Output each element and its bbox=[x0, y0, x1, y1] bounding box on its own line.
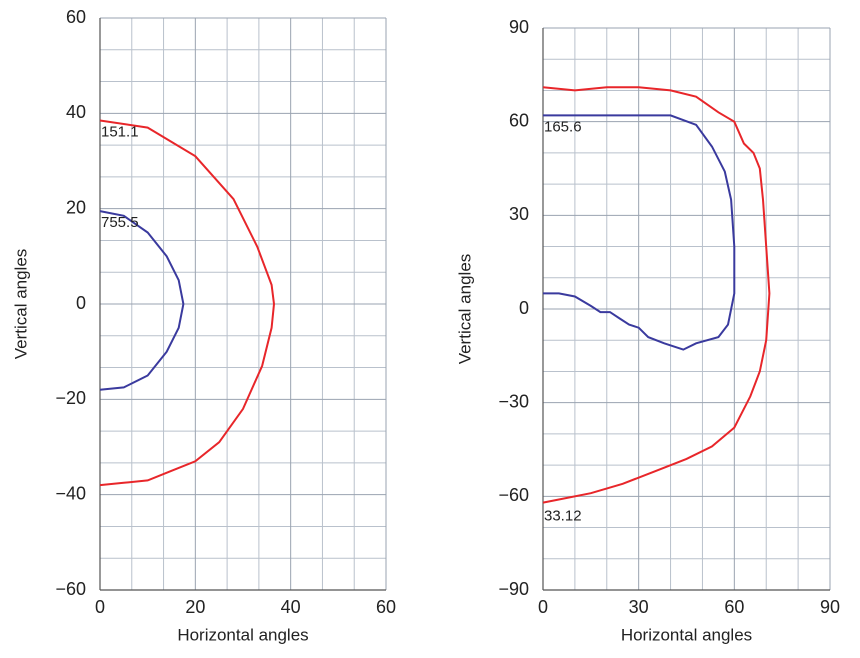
curve-label: 33.12 bbox=[544, 508, 582, 525]
x-tick-label: 60 bbox=[724, 597, 744, 617]
y-tick-label: 30 bbox=[509, 204, 529, 224]
x-tick-label: 60 bbox=[376, 597, 396, 617]
y-tick-label: 90 bbox=[509, 17, 529, 37]
y-tick-label: −20 bbox=[55, 388, 86, 408]
y-tick-label: −60 bbox=[55, 579, 86, 599]
y-tick-label: 0 bbox=[519, 298, 529, 318]
y-axis-title: Vertical angles bbox=[455, 254, 474, 365]
y-tick-label: −40 bbox=[55, 483, 86, 503]
x-tick-label: 0 bbox=[95, 597, 105, 617]
curve bbox=[99, 119, 276, 487]
curve-label: 755.5 bbox=[101, 214, 139, 231]
x-tick-label: 90 bbox=[820, 597, 840, 617]
y-tick-label: −90 bbox=[498, 579, 529, 599]
y-tick-label: −60 bbox=[498, 485, 529, 505]
y-axis-title: Vertical angles bbox=[11, 249, 30, 360]
x-tick-label: 0 bbox=[538, 597, 548, 617]
curve bbox=[543, 114, 736, 351]
y-tick-label: 40 bbox=[66, 102, 86, 122]
curve-label: 151.1 bbox=[101, 123, 139, 140]
x-axis-title: Horizontal angles bbox=[177, 625, 308, 644]
y-tick-label: 0 bbox=[76, 293, 86, 313]
y-tick-label: 60 bbox=[66, 7, 86, 27]
y-tick-label: 20 bbox=[66, 197, 86, 217]
curve-label: 165.6 bbox=[544, 118, 582, 135]
curve bbox=[542, 86, 771, 504]
x-tick-label: 30 bbox=[629, 597, 649, 617]
x-tick-label: 40 bbox=[281, 597, 301, 617]
x-tick-label: 20 bbox=[185, 597, 205, 617]
y-tick-label: 60 bbox=[509, 110, 529, 130]
curve bbox=[99, 210, 185, 391]
y-tick-label: −30 bbox=[498, 391, 529, 411]
x-axis-title: Horizontal angles bbox=[621, 625, 752, 644]
